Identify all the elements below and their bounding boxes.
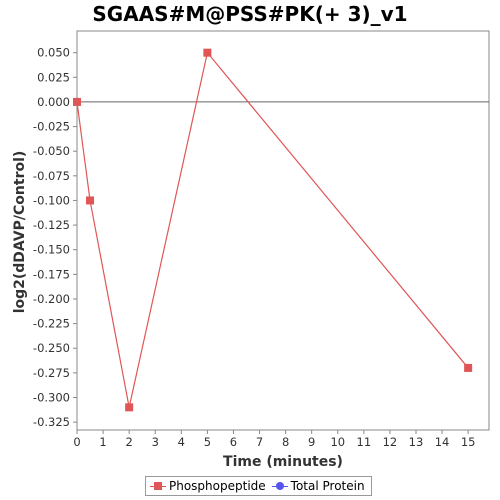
x-tick-label: 2 xyxy=(125,435,132,449)
x-tick-label: 15 xyxy=(461,435,476,449)
x-tick-label: 5 xyxy=(204,435,211,449)
chart-title: SGAAS#M@PSS#PK(+ 3)_v1 xyxy=(92,2,408,26)
legend-label-phosphopeptide: Phosphopeptide xyxy=(169,479,266,493)
x-tick-label: 7 xyxy=(256,435,263,449)
y-tick-label: -0.200 xyxy=(33,292,70,306)
plot-area xyxy=(76,30,490,431)
x-tick-label: 10 xyxy=(330,435,345,449)
x-tick-label: 0 xyxy=(73,435,80,449)
legend-label-total-protein: Total Protein xyxy=(290,479,365,493)
x-tick-label: 11 xyxy=(357,435,372,449)
legend-item-phosphopeptide: Phosphopeptide xyxy=(150,479,266,493)
data-point-phosphopeptide xyxy=(125,403,134,412)
legend-key-total-protein xyxy=(271,480,288,492)
x-axis-title: Time (minutes) xyxy=(223,454,343,470)
x-tick-label: 13 xyxy=(409,435,424,449)
data-point-phosphopeptide xyxy=(203,48,212,57)
y-tick-label: -0.150 xyxy=(33,243,70,257)
y-tick-label: 0.025 xyxy=(37,70,70,84)
y-tick-label: -0.250 xyxy=(33,341,70,355)
y-axis-title: log2(dDAVP/Control) xyxy=(12,151,28,314)
y-tick-label: -0.275 xyxy=(33,366,70,380)
x-tick-label: 3 xyxy=(152,435,159,449)
data-point-phosphopeptide xyxy=(86,196,95,205)
y-tick-label: -0.050 xyxy=(33,144,70,158)
data-point-phosphopeptide xyxy=(73,97,81,106)
legend-item-total-protein: Total Protein xyxy=(271,479,365,493)
x-tick-label: 9 xyxy=(308,435,315,449)
y-tick-label: -0.325 xyxy=(33,415,70,429)
x-tick-label: 6 xyxy=(230,435,237,449)
y-tick-label: -0.125 xyxy=(33,218,70,232)
y-tick-label: -0.075 xyxy=(33,169,70,183)
y-tick-label: -0.300 xyxy=(33,390,70,404)
y-tick-label: 0.000 xyxy=(37,95,70,109)
y-tick-label: -0.175 xyxy=(33,267,70,281)
data-point-phosphopeptide xyxy=(464,363,473,372)
x-tick-label: 14 xyxy=(435,435,450,449)
y-tick-label: -0.100 xyxy=(33,193,70,207)
y-tick-label: 0.050 xyxy=(37,46,70,60)
chart-legend: Phosphopeptide Total Protein xyxy=(145,476,372,496)
x-tick-label: 4 xyxy=(178,435,185,449)
x-tick-label: 12 xyxy=(383,435,398,449)
y-tick-label: -0.225 xyxy=(33,317,70,331)
legend-key-phosphopeptide xyxy=(150,480,166,492)
x-tick-label: 1 xyxy=(99,435,106,449)
y-tick-label: -0.025 xyxy=(33,120,70,134)
x-tick-label: 8 xyxy=(282,435,289,449)
